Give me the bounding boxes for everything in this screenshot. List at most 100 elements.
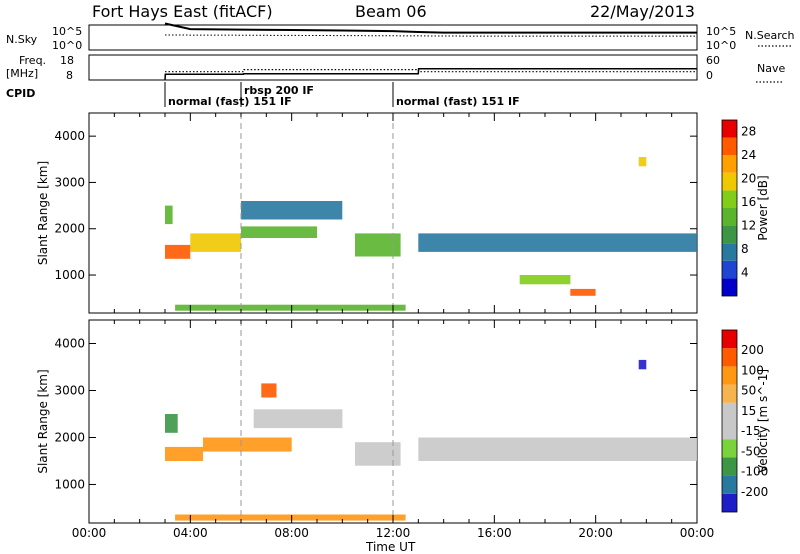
velocity-y-tick-label: 1000 [54,477,85,491]
freq-bottom-tick: 8 [66,69,73,82]
colorbar-tick-label: 4 [741,266,749,280]
nsky-label: N.Sky [6,33,38,46]
cpid-label: CPID [6,87,35,100]
colorbar-tick-label: -100 [741,465,768,479]
colorbar-swatch [722,402,737,421]
colorbar-tick-label: 200 [741,343,764,357]
nsky-bottom-tick: 10^0 [52,39,82,52]
power-scatter-patch [638,157,647,167]
colorbar-swatch [722,243,737,261]
power-scatter-patch [190,233,241,252]
velocity-y-axis-label: Slant Range [km] [36,369,50,473]
colorbar-label: Velocity [m s^-1] [756,369,770,473]
nsky-line [164,22,697,34]
nsearch-top-tick: 10^5 [706,25,736,38]
freq-top-tick: 18 [60,54,74,67]
x-tick-label: 08:00 [274,526,309,540]
power-scatter-patch [241,226,317,238]
nave-bottom-tick: 0 [706,69,713,82]
velocity-y-tick-label: 3000 [54,383,85,397]
colorbar-tick-label: 50 [741,384,756,398]
colorbar-tick-label: 16 [741,195,756,209]
power-y-tick-label: 2000 [54,222,85,236]
colorbar-swatch [722,384,737,403]
cpid-segment-label: rbsp 200 IF [244,84,314,97]
radar-title: Fort Hays East (fitACF) [92,2,273,21]
colorbar-swatch [722,278,737,296]
colorbar-swatch [722,155,737,173]
colorbar-swatch [722,190,737,208]
x-tick-label: 16:00 [477,526,512,540]
freq-line [164,68,697,81]
freq-label-line2: [MHz] [6,67,38,80]
x-tick-label: 00:00 [72,526,107,540]
freq-label-line1: Freq. [19,54,46,67]
colorbar-swatch [722,348,737,367]
colorbar-label: Power [dB] [756,175,770,240]
colorbar-swatch [722,421,737,440]
power-y-tick-label: 1000 [54,268,85,282]
colorbar-tick-label: 28 [741,125,756,139]
colorbar-swatch [722,439,737,458]
colorbar-tick-label: 24 [741,148,756,162]
nave-line [165,69,697,73]
date-label: 22/May/2013 [590,2,695,21]
colorbar-tick-label: 8 [741,242,749,256]
colorbar-frame [721,119,738,297]
colorbar-tick-label: -200 [741,485,768,499]
velocity-scatter-patch [165,446,203,461]
velocity-scatter-patch [638,359,647,370]
cpid-segment-label: normal (fast) 151 IF [396,95,520,108]
colorbar-tick-label: -50 [741,444,761,458]
nsearch-label: N.Search [745,29,795,42]
velocity-scatter-patch [203,437,292,452]
colorbar-swatch [722,225,737,244]
velocity-scatter-patch [355,442,401,466]
beam-label: Beam 06 [355,2,427,21]
power-scatter-patch [175,304,406,311]
colorbar-swatch [722,475,737,494]
colorbar-swatch [722,137,737,156]
colorbar-tick-label: -15 [741,424,761,438]
cpid-segment-label: normal (fast) 151 IF [168,95,292,108]
x-tick-label: 12:00 [376,526,411,540]
nsky-panel [88,24,698,51]
velocity-scatter-patch [253,409,343,429]
power-scatter-patch [418,233,697,252]
nsearch-bottom-tick: 10^0 [706,39,736,52]
power-scatter-patch [519,275,571,285]
power-scatter-patch [570,288,596,296]
nave-top-tick: 60 [706,54,720,67]
x-tick-label: 20:00 [578,526,613,540]
power-scatter-patch [355,233,401,257]
x-axis-label: Time UT [365,540,416,554]
colorbar-swatch [722,172,737,191]
velocity-scatter-patch [418,437,697,461]
colorbar-tick-label: 12 [741,219,756,233]
velocity-y-tick-label: 2000 [54,430,85,444]
colorbar-tick-label: 100 [741,363,764,377]
colorbar-swatch [722,330,737,349]
power-scatter-patch [241,201,343,220]
nave-label: Nave [757,62,785,75]
velocity-scatter-patch [261,383,277,398]
power-y-tick-label: 4000 [54,129,85,143]
velocity-scatter-patch [165,414,178,433]
colorbar-swatch [722,493,737,512]
colorbar-tick-label: 15 [741,404,756,418]
colorbar-tick-label: 20 [741,172,756,186]
colorbar-swatch [722,120,737,138]
x-tick-label: 04:00 [173,526,208,540]
colorbar-frame [721,329,738,513]
power-scatter-patch [165,244,191,259]
velocity-scatter-patch [175,514,406,521]
colorbar-swatch [722,457,737,476]
power-scatter-patch [165,205,173,225]
power-y-axis-label: Slant Range [km] [36,161,50,265]
velocity-y-tick-label: 4000 [54,336,85,350]
nsky-top-tick: 10^5 [52,25,82,38]
freq-panel [88,54,698,81]
power-y-tick-label: 3000 [54,175,85,189]
colorbar-swatch [722,208,737,226]
